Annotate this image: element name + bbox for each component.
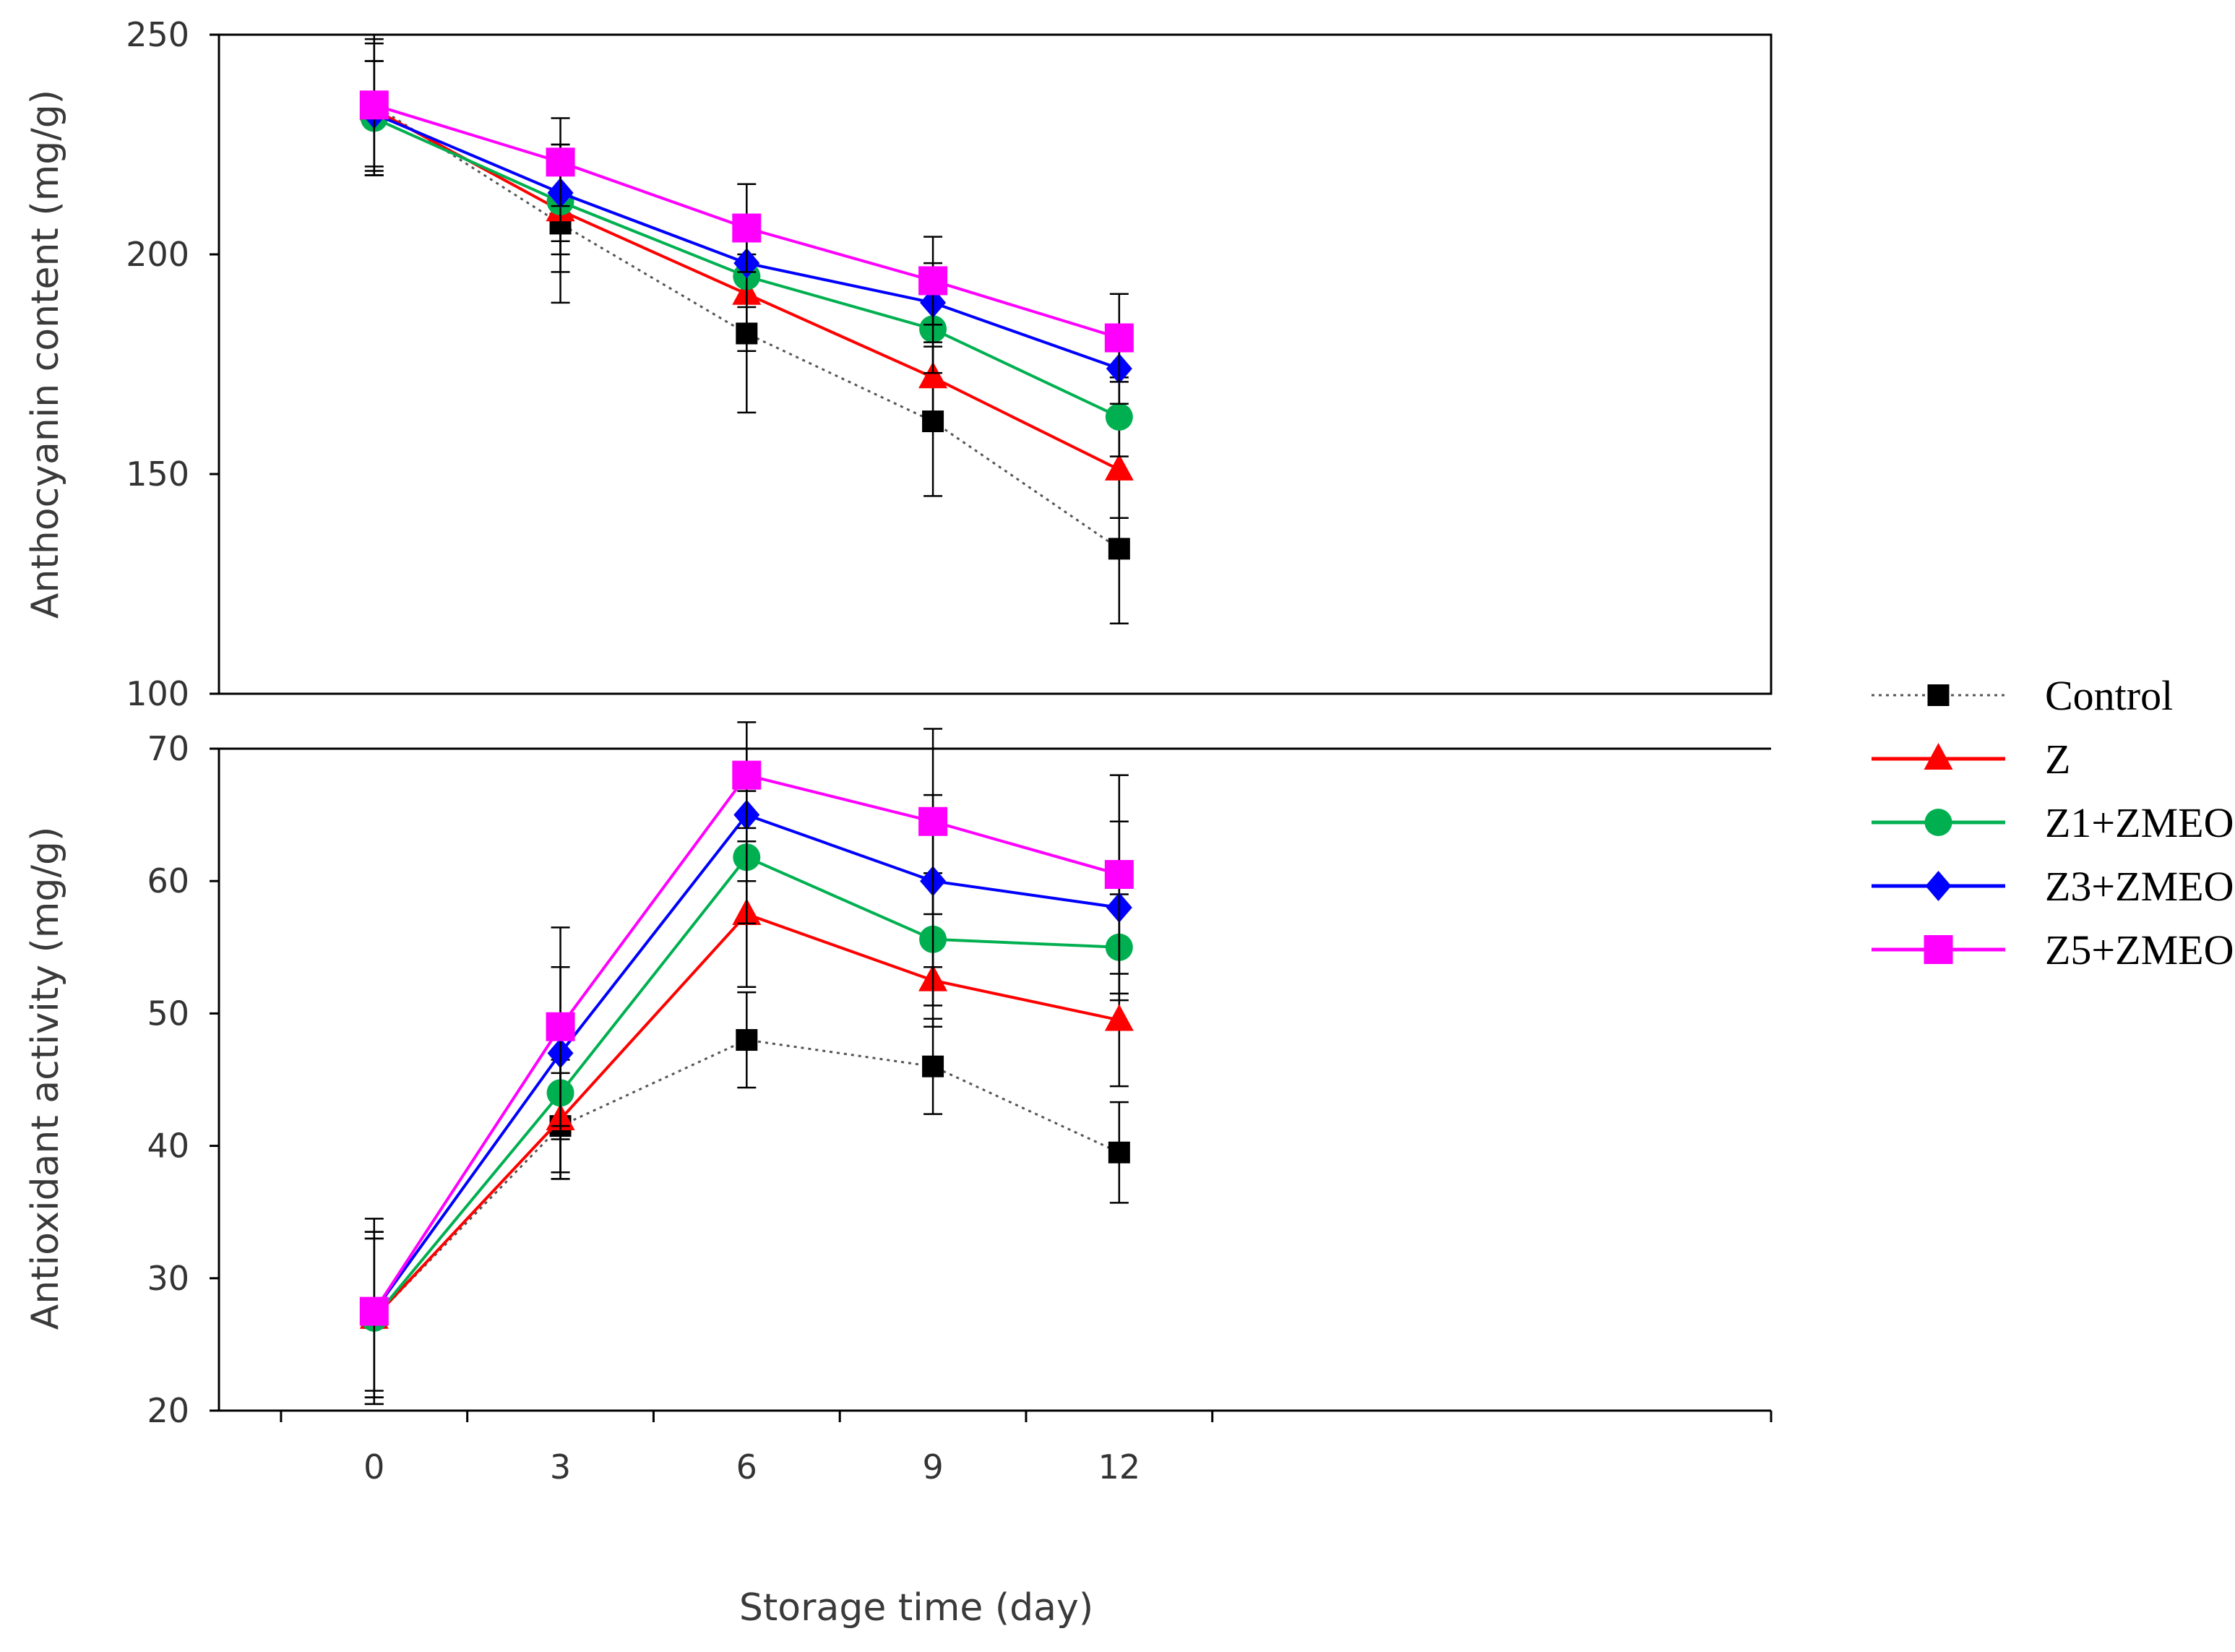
- data-point: [1104, 1004, 1134, 1031]
- data-point: [1104, 323, 1134, 353]
- legend-entry: Z5+ZMEO: [1872, 926, 2234, 973]
- x-tick-label: 9: [922, 1447, 943, 1487]
- bottom-series-z1-zmeo: [360, 790, 1133, 1398]
- bottom-y-tick-label: 50: [147, 994, 189, 1033]
- data-point: [359, 1296, 389, 1326]
- top-plot-area: [359, 33, 1134, 624]
- x-tick-label: 6: [736, 1447, 757, 1487]
- legend-entry: Z: [1872, 736, 2070, 783]
- legend-entry: Z3+ZMEO: [1872, 863, 2234, 910]
- data-point: [1104, 453, 1134, 481]
- data-point: [732, 213, 762, 243]
- bottom-y-tick-label: 40: [147, 1127, 189, 1166]
- legend: Control Z Z1+ZMEO Z3+ZMEO Z5+ZMEO: [1872, 672, 2234, 973]
- x-tick-label: 12: [1098, 1447, 1141, 1487]
- data-point: [359, 90, 389, 120]
- data-point: [1108, 1141, 1130, 1163]
- bottom-y-tick-label: 70: [147, 729, 189, 768]
- data-point: [546, 1012, 575, 1041]
- series-line: [373, 104, 1120, 550]
- legend-label: Z: [2045, 736, 2070, 783]
- top-series-z5-zmeo: [359, 38, 1134, 383]
- data-point: [736, 1029, 758, 1051]
- data-point: [732, 760, 762, 790]
- data-point: [918, 806, 948, 836]
- bottom-series-z5-zmeo: [359, 721, 1134, 1406]
- data-point: [918, 266, 948, 296]
- data-point: [1105, 403, 1133, 431]
- data-point: [1104, 860, 1134, 890]
- legend-marker: [1927, 684, 1950, 706]
- legend-marker: [1925, 871, 1952, 901]
- bottom-y-tick-label: 60: [147, 861, 189, 900]
- bottom-y-tick-label: 30: [147, 1259, 189, 1298]
- legend-entry: Control: [1872, 672, 2173, 719]
- top-y-axis: 100 150 200 250: [126, 15, 219, 713]
- legend-entry: Z1+ZMEO: [1872, 799, 2234, 846]
- bottom-series-z: [359, 840, 1134, 1398]
- top-y-axis-title: Anthocyanin content (mg/g): [24, 90, 67, 619]
- x-axis-title: Storage time (day): [739, 1586, 1093, 1630]
- top-y-tick-label: 250: [126, 15, 189, 54]
- legend-label: Z5+ZMEO: [2045, 926, 2234, 973]
- data-point: [922, 1055, 944, 1077]
- data-point: [1108, 538, 1130, 560]
- top-panel: 100 150 200 250 Anthocyanin content (mg/g): [24, 15, 1773, 713]
- bottom-series-control: [363, 991, 1130, 1406]
- bottom-y-tick-label: 20: [147, 1391, 189, 1430]
- legend-label: Z1+ZMEO: [2045, 799, 2234, 846]
- bottom-plot-area: [359, 721, 1134, 1406]
- legend-label: Z3+ZMEO: [2045, 863, 2234, 910]
- bottom-panel: 20 30 40 50 60 70 0 3 6 9 12 Antioxidant activity…: [24, 721, 1773, 1630]
- data-point: [546, 147, 575, 177]
- data-point: [918, 361, 948, 389]
- legend-marker: [1924, 809, 1952, 836]
- legend-marker: [1924, 935, 1953, 964]
- x-tick-label: 0: [363, 1447, 384, 1487]
- top-y-tick-label: 100: [126, 674, 189, 713]
- top-y-tick-label: 150: [126, 455, 189, 494]
- bottom-x-axis: 0 3 6 9 12: [280, 1411, 1773, 1487]
- bottom-y-axis: 20 30 40 50 60 70: [147, 729, 219, 1430]
- bottom-y-axis-title: Antioxidant activity (mg/g): [24, 827, 67, 1330]
- x-tick-label: 3: [550, 1447, 571, 1487]
- legend-label: Control: [2045, 672, 2173, 719]
- legend-marker: [1924, 743, 1953, 770]
- top-y-tick-label: 200: [126, 235, 189, 274]
- top-plot-frame: [218, 33, 1773, 695]
